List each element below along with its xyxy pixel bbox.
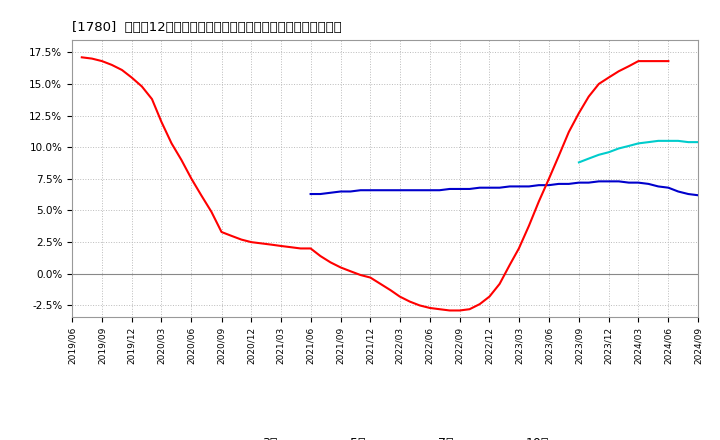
Text: [1780]  売上高12か月移動合計の対前年同期増減率の平均値の推移: [1780] 売上高12か月移動合計の対前年同期増減率の平均値の推移 — [72, 21, 342, 34]
Legend: 3年, 5年, 7年, 10年: 3年, 5年, 7年, 10年 — [216, 432, 554, 440]
